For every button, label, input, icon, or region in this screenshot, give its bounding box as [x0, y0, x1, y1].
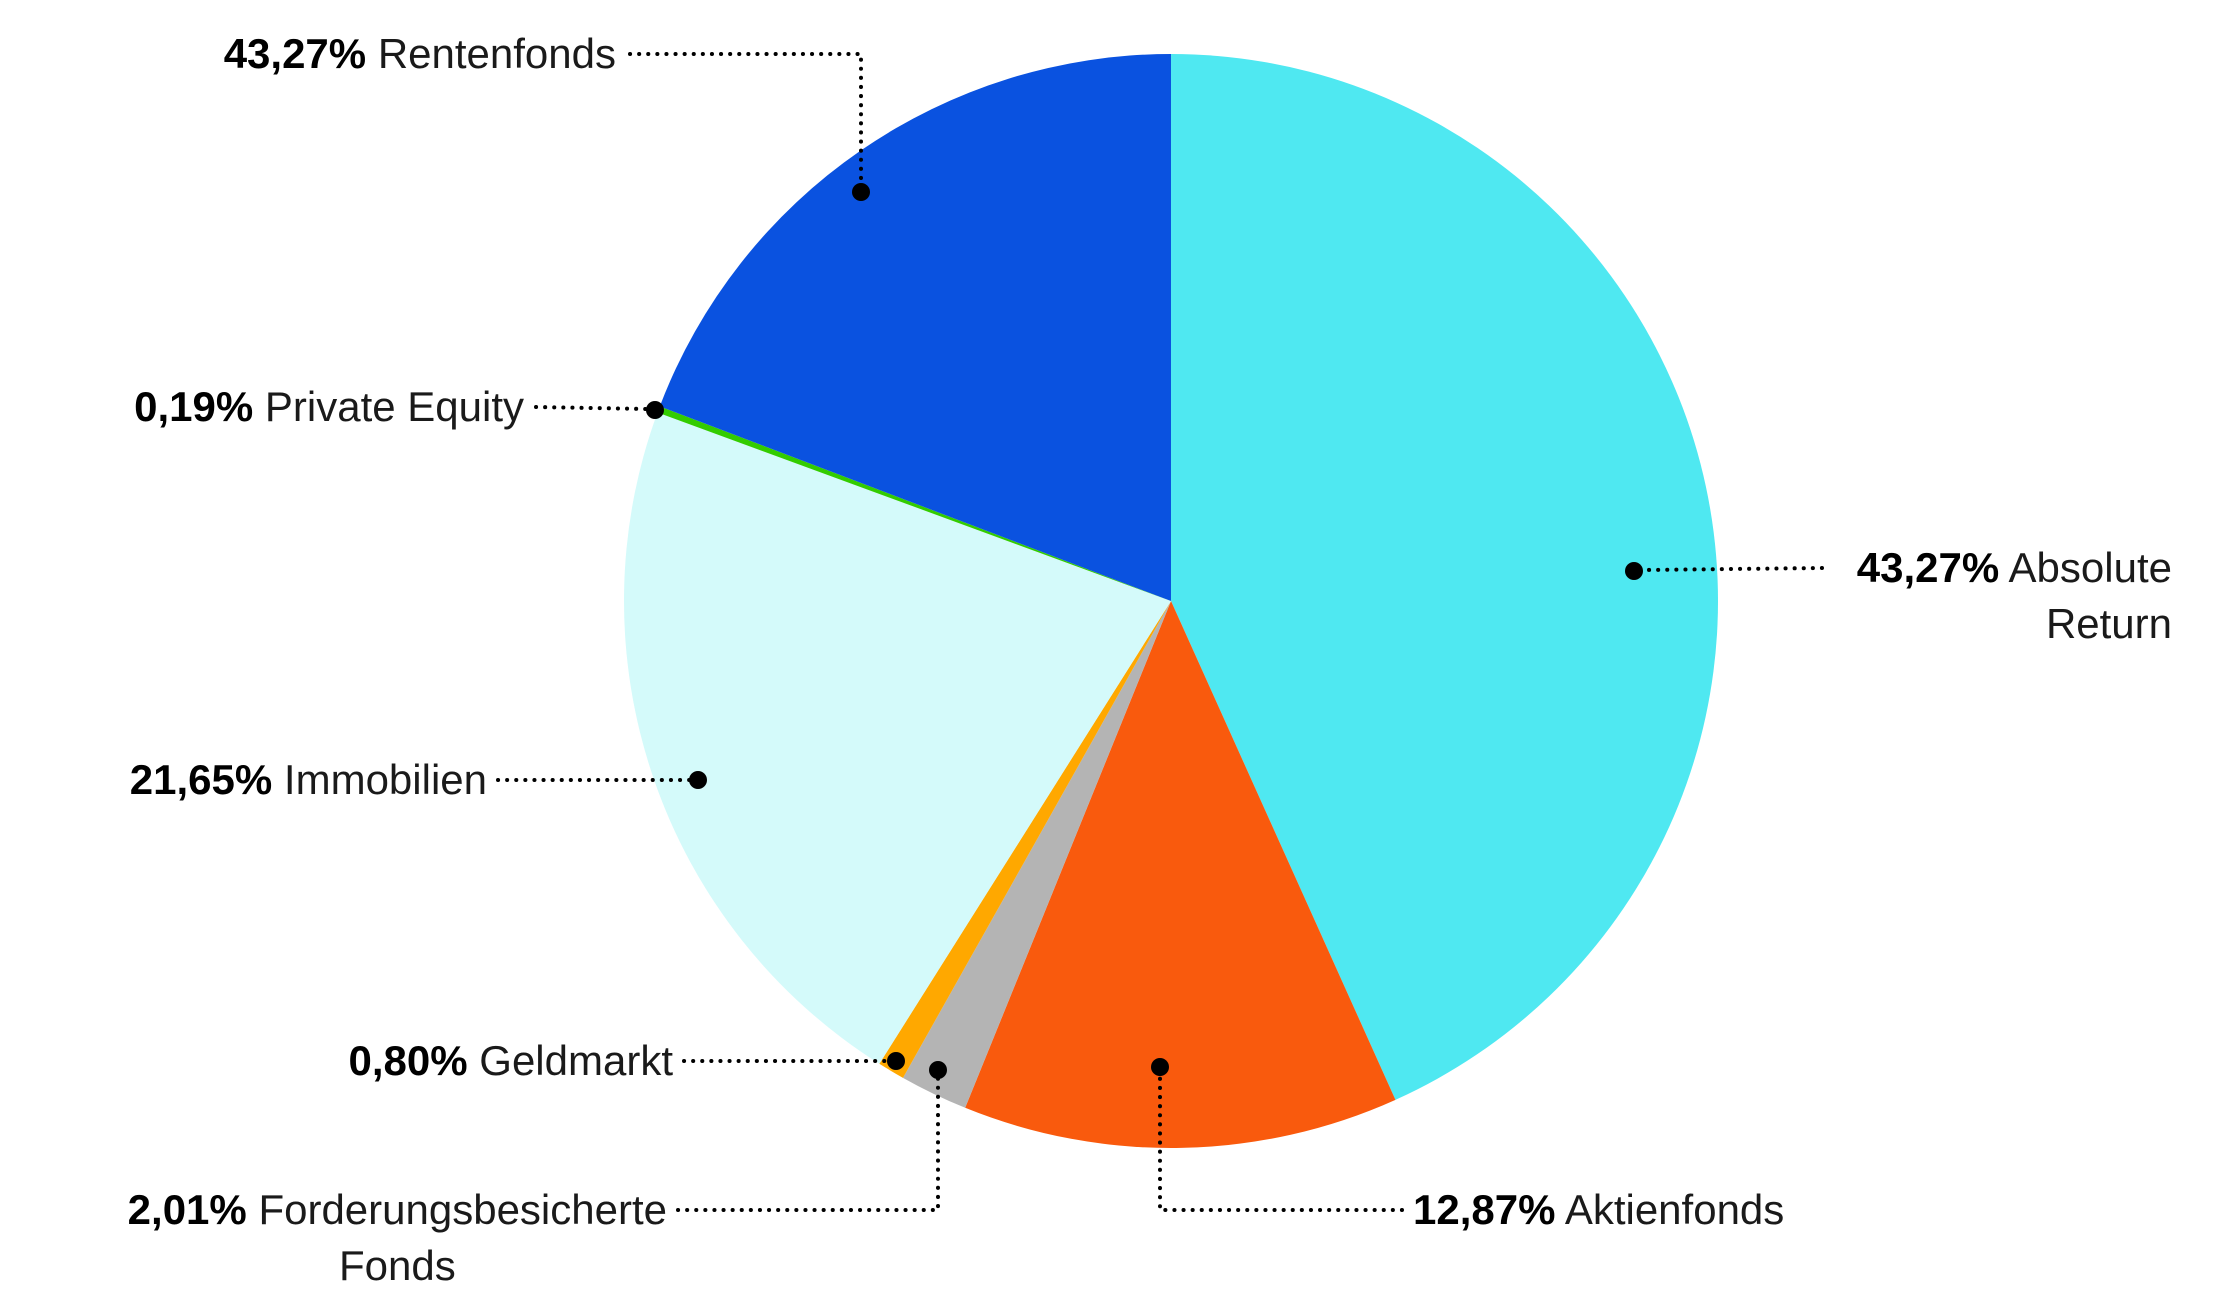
leader-dot-forderungsbesicherte-fonds: [929, 1061, 947, 1079]
pie-slice-rentenfonds: [659, 54, 1171, 601]
leader-dot-private-equity: [646, 401, 664, 419]
label-rentenfonds-pct: 43,27%: [223, 30, 367, 77]
label-geldmarkt: 0,80% Geldmarkt: [349, 1033, 673, 1089]
label-aktienfonds-name: Aktienfonds: [1564, 1186, 1785, 1233]
label-rentenfonds-name: Rentenfonds: [377, 30, 616, 77]
label-aktienfonds-pct: 12,87%: [1413, 1186, 1556, 1233]
pie-slice-aktienfonds: [965, 601, 1396, 1149]
label-geldmarkt-pct: 0,80%: [348, 1037, 468, 1084]
label-absolute-return-line1: 43,27% Absolute: [1857, 540, 2172, 596]
pie-slice-immobilien: [623, 412, 1171, 1064]
label-immobilien: 21,65% Immobilien: [130, 752, 487, 808]
leader-line-aktienfonds: [1158, 1065, 1404, 1212]
leader-line-rentenfonds: [628, 52, 863, 194]
label-forderungsbesicherte-fonds: 2,01% Forderungsbesicherte Fonds: [128, 1182, 667, 1292]
leader-dot-absolute-return: [1625, 562, 1643, 580]
label-geldmarkt-name: Geldmarkt: [479, 1037, 673, 1084]
label-absolute-return-pct: 43,27%: [1856, 544, 2000, 591]
leader-dot-geldmarkt: [887, 1052, 905, 1070]
leader-dot-rentenfonds: [852, 183, 870, 201]
leader-dot-aktienfonds: [1151, 1058, 1169, 1076]
label-forderungsbesicherte-line2: Fonds: [338, 1242, 456, 1289]
leader-line-absolute-return: [1640, 566, 1824, 572]
label-rentenfonds: 43,27% Rentenfonds: [224, 26, 616, 82]
label-aktienfonds: 12,87% Aktienfonds: [1413, 1182, 1784, 1238]
label-forderungsbesicherte-pct: 2,01%: [127, 1186, 247, 1233]
label-absolute-return-line2: Return: [2045, 600, 2172, 647]
label-forderungsbesicherte-line1: 2,01% Forderungsbesicherte: [128, 1182, 667, 1238]
leader-line-private-equity: [534, 405, 650, 411]
label-immobilien-pct: 21,65%: [129, 756, 273, 803]
pie-slice-forderungsbesicherte-fonds: [902, 601, 1171, 1108]
pie-slice-private-equity: [657, 406, 1171, 601]
pie-slice-absolute-return: [1171, 54, 1718, 1100]
label-private-equity-pct: 0,19%: [134, 383, 254, 430]
label-immobilien-name: Immobilien: [283, 756, 487, 803]
label-private-equity-name: Private Equity: [264, 383, 524, 430]
label-absolute-return: 43,27% Absolute Return: [1857, 540, 2172, 652]
label-absolute-return-name: Absolute: [2008, 544, 2172, 591]
leader-dot-immobilien: [689, 771, 707, 789]
pie-slice-geldmarkt: [879, 601, 1171, 1078]
leader-line-forderungsbesicherte-fonds: [676, 1068, 940, 1212]
label-forderungsbesicherte-name: Forderungsbesicherte: [258, 1186, 667, 1233]
label-private-equity: 0,19% Private Equity: [134, 379, 524, 435]
